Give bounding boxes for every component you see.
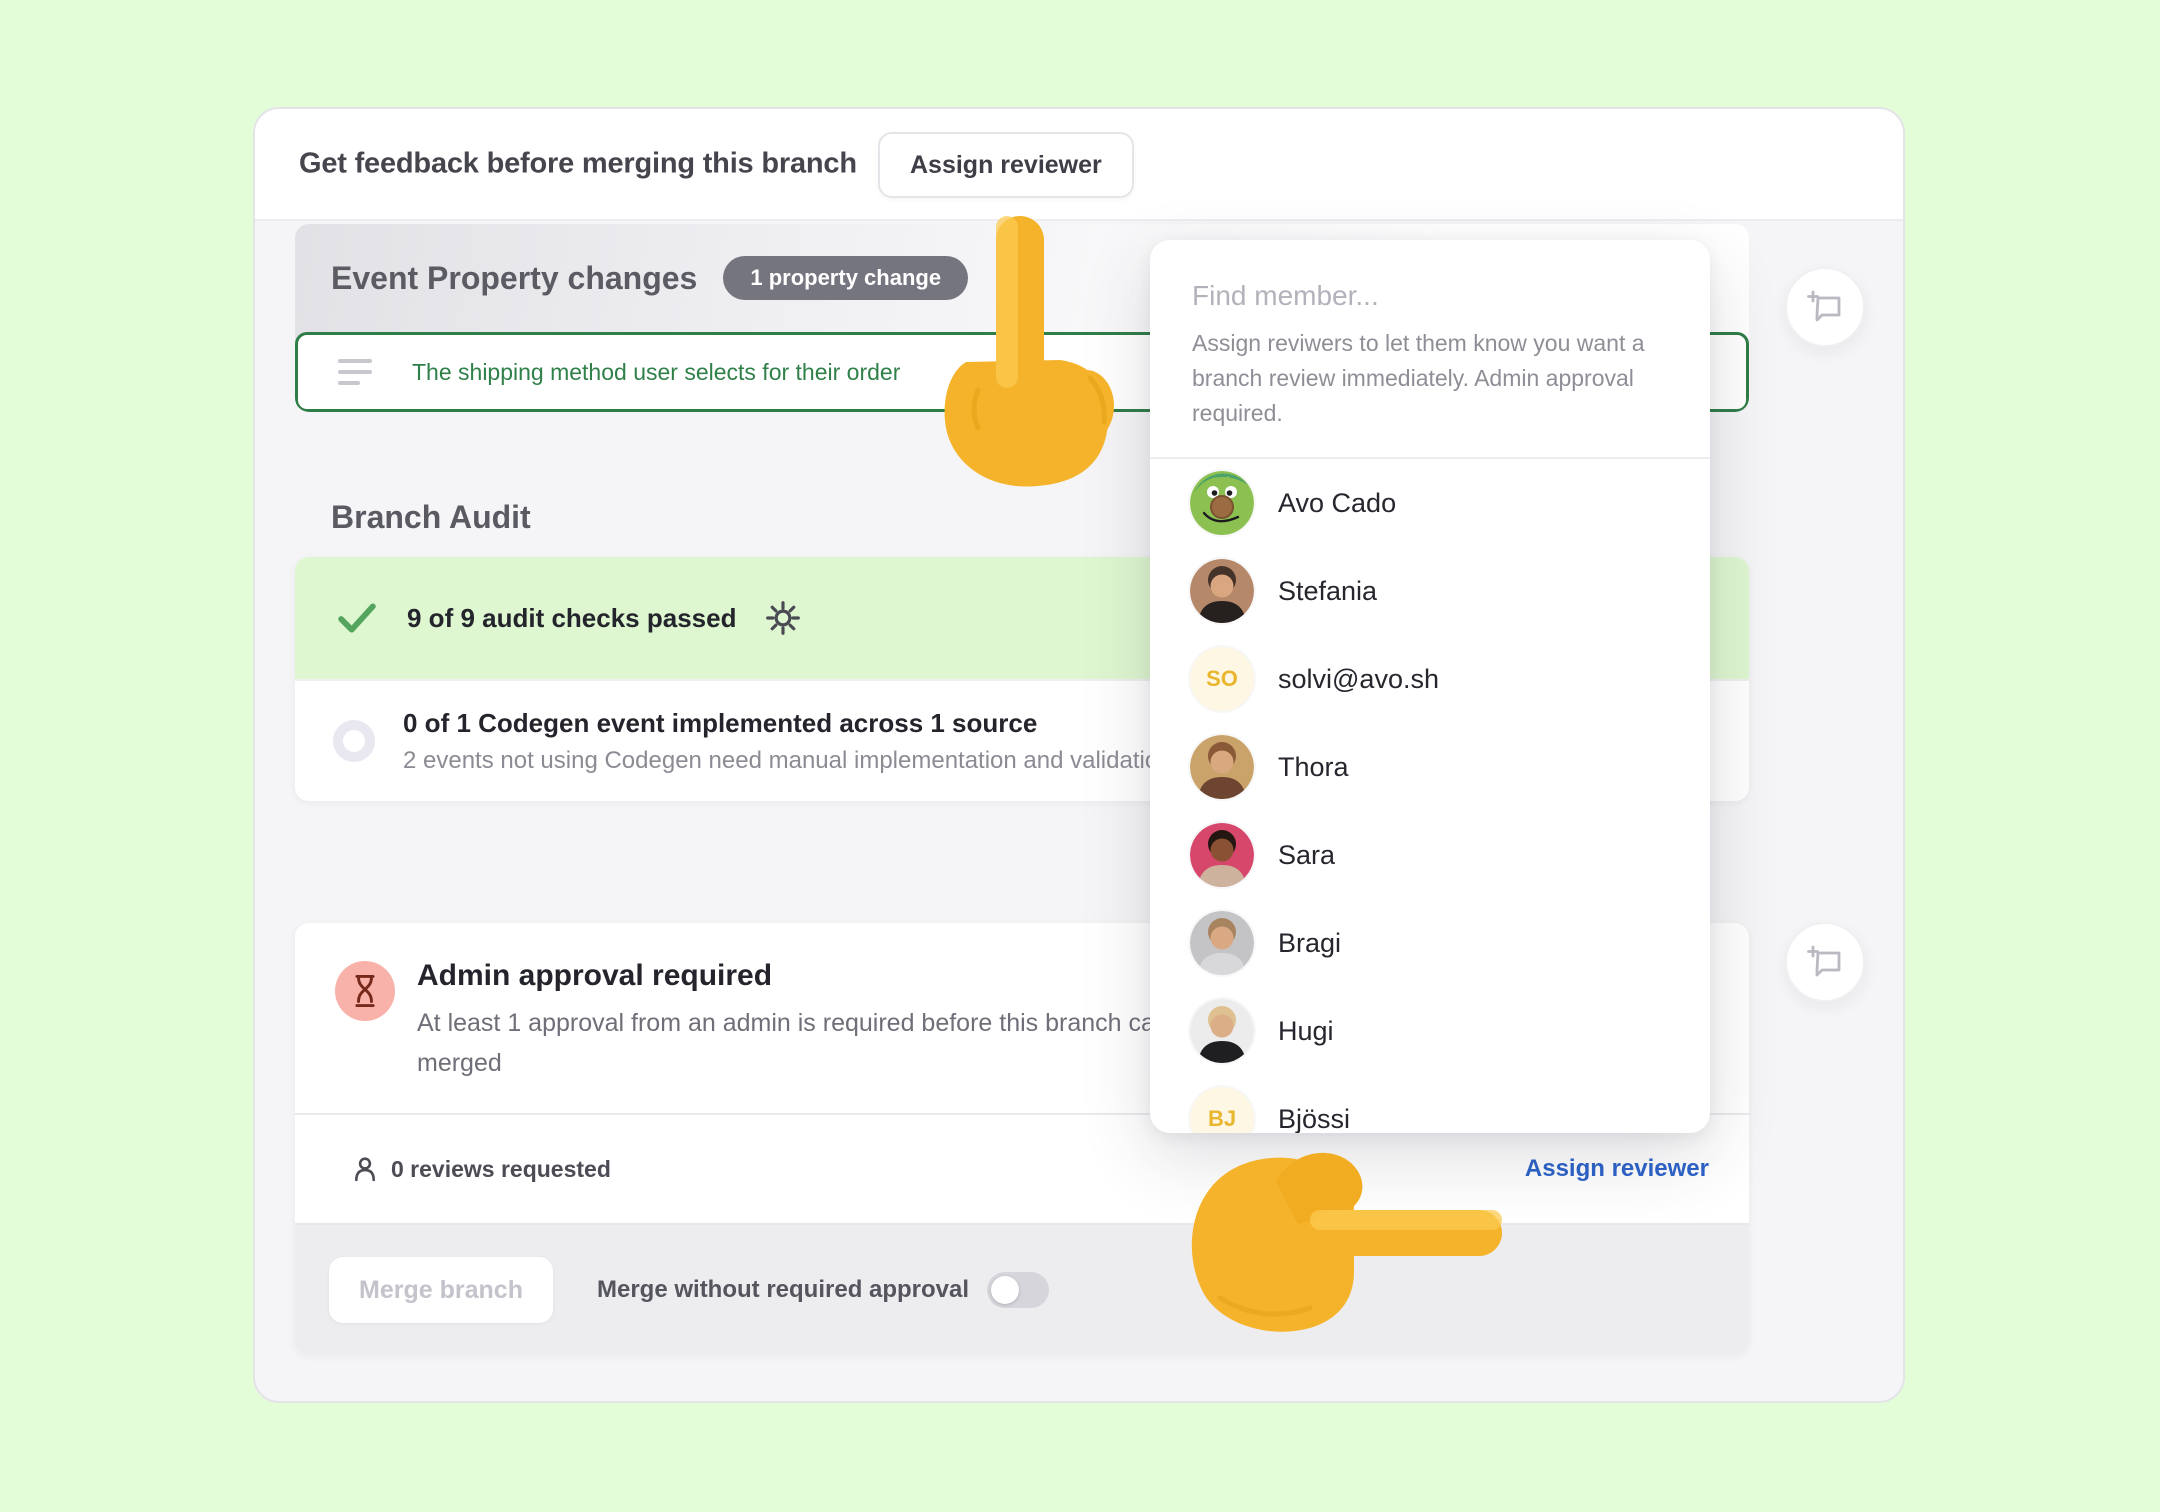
page-title: Get feedback before merging this branch	[299, 147, 857, 180]
empty-status-ring-icon	[333, 720, 375, 762]
photo-avatar	[1190, 823, 1254, 887]
popover-description: Assign reviwers to let them know you wan…	[1192, 330, 1645, 426]
member-list: Avo Cado Stefania SO solvi@avo.sh Thora Sa…	[1150, 459, 1710, 1133]
hourglass-icon	[355, 974, 375, 1008]
member-name: Sara	[1278, 839, 1336, 870]
assign-reviewer-popover: Assign reviwers to let them know you wan…	[1150, 240, 1710, 1133]
popover-divider	[1150, 457, 1710, 459]
reviews-requested-label: 0 reviews requested	[391, 1155, 611, 1182]
member-row[interactable]: Avo Cado	[1150, 459, 1710, 547]
event-property-changes-title: Event Property changes	[331, 259, 698, 296]
toggle-knob	[991, 1276, 1020, 1304]
member-name: Avo Cado	[1278, 487, 1397, 518]
add-comment-button[interactable]	[1785, 267, 1865, 347]
member-name: Bragi	[1278, 927, 1342, 958]
initials-avatar: SO	[1190, 647, 1254, 711]
photo-avatar	[1190, 735, 1254, 799]
member-row[interactable]: Stefania	[1150, 547, 1710, 635]
admin-approval-description-line1: At least 1 approval from an admin is req…	[417, 1009, 1204, 1037]
card-header: Get feedback before merging this branch …	[255, 109, 1903, 221]
merge-branch-button[interactable]: Merge branch	[329, 1257, 553, 1323]
branch-audit-heading: Branch Audit	[331, 499, 531, 535]
merge-toggle-label: Merge without required approval	[597, 1276, 970, 1303]
member-row[interactable]: Thora	[1150, 723, 1710, 811]
member-name: solvi@avo.sh	[1278, 663, 1439, 694]
member-name: Hugi	[1278, 1015, 1334, 1046]
gear-icon	[766, 601, 801, 635]
merge-footer: Merge branch Merge without required appr…	[295, 1223, 1749, 1355]
avocado-avatar	[1190, 471, 1254, 535]
admin-approval-description-line2: merged	[417, 1049, 502, 1077]
add-comment-icon	[1807, 945, 1841, 977]
codegen-row-subtitle: 2 events not using Codegen need manual i…	[403, 746, 1172, 774]
assign-reviewer-button[interactable]: Assign reviewer	[878, 132, 1134, 198]
photo-avatar	[1190, 559, 1254, 623]
member-row[interactable]: SO solvi@avo.sh	[1150, 635, 1710, 723]
member-row[interactable]: BJ Bjössi	[1150, 1075, 1710, 1133]
find-member-input[interactable]	[1192, 280, 1632, 312]
audit-passed-text: 9 of 9 audit checks passed	[407, 602, 737, 633]
member-name: Thora	[1278, 751, 1349, 782]
check-icon	[338, 603, 376, 633]
admin-approval-title: Admin approval required	[417, 959, 773, 992]
description-lines-icon	[338, 359, 372, 385]
assign-reviewer-link[interactable]: Assign reviewer	[1524, 1155, 1709, 1182]
member-row[interactable]: Hugi	[1150, 987, 1710, 1075]
member-name: Bjössi	[1278, 1103, 1351, 1134]
codegen-row-title: 0 of 1 Codegen event implemented across …	[403, 707, 1038, 738]
person-icon	[355, 1157, 375, 1182]
photo-avatar	[1190, 911, 1254, 975]
member-row[interactable]: Bragi	[1150, 899, 1710, 987]
initials-avatar: BJ	[1190, 1087, 1254, 1133]
hourglass-badge	[335, 961, 395, 1021]
add-comment-button[interactable]	[1785, 922, 1865, 1002]
add-comment-icon	[1807, 290, 1841, 322]
merge-without-approval-toggle[interactable]	[987, 1272, 1050, 1308]
member-row[interactable]: Sara	[1150, 811, 1710, 899]
property-change-description: The shipping method user selects for the…	[412, 358, 901, 385]
audit-settings-button[interactable]	[764, 599, 802, 637]
photo-avatar	[1190, 999, 1254, 1063]
property-change-count-badge: 1 property change	[723, 256, 969, 300]
member-name: Stefania	[1278, 575, 1378, 606]
reviews-requested-row: 0 reviews requested Assign reviewer	[295, 1113, 1749, 1223]
